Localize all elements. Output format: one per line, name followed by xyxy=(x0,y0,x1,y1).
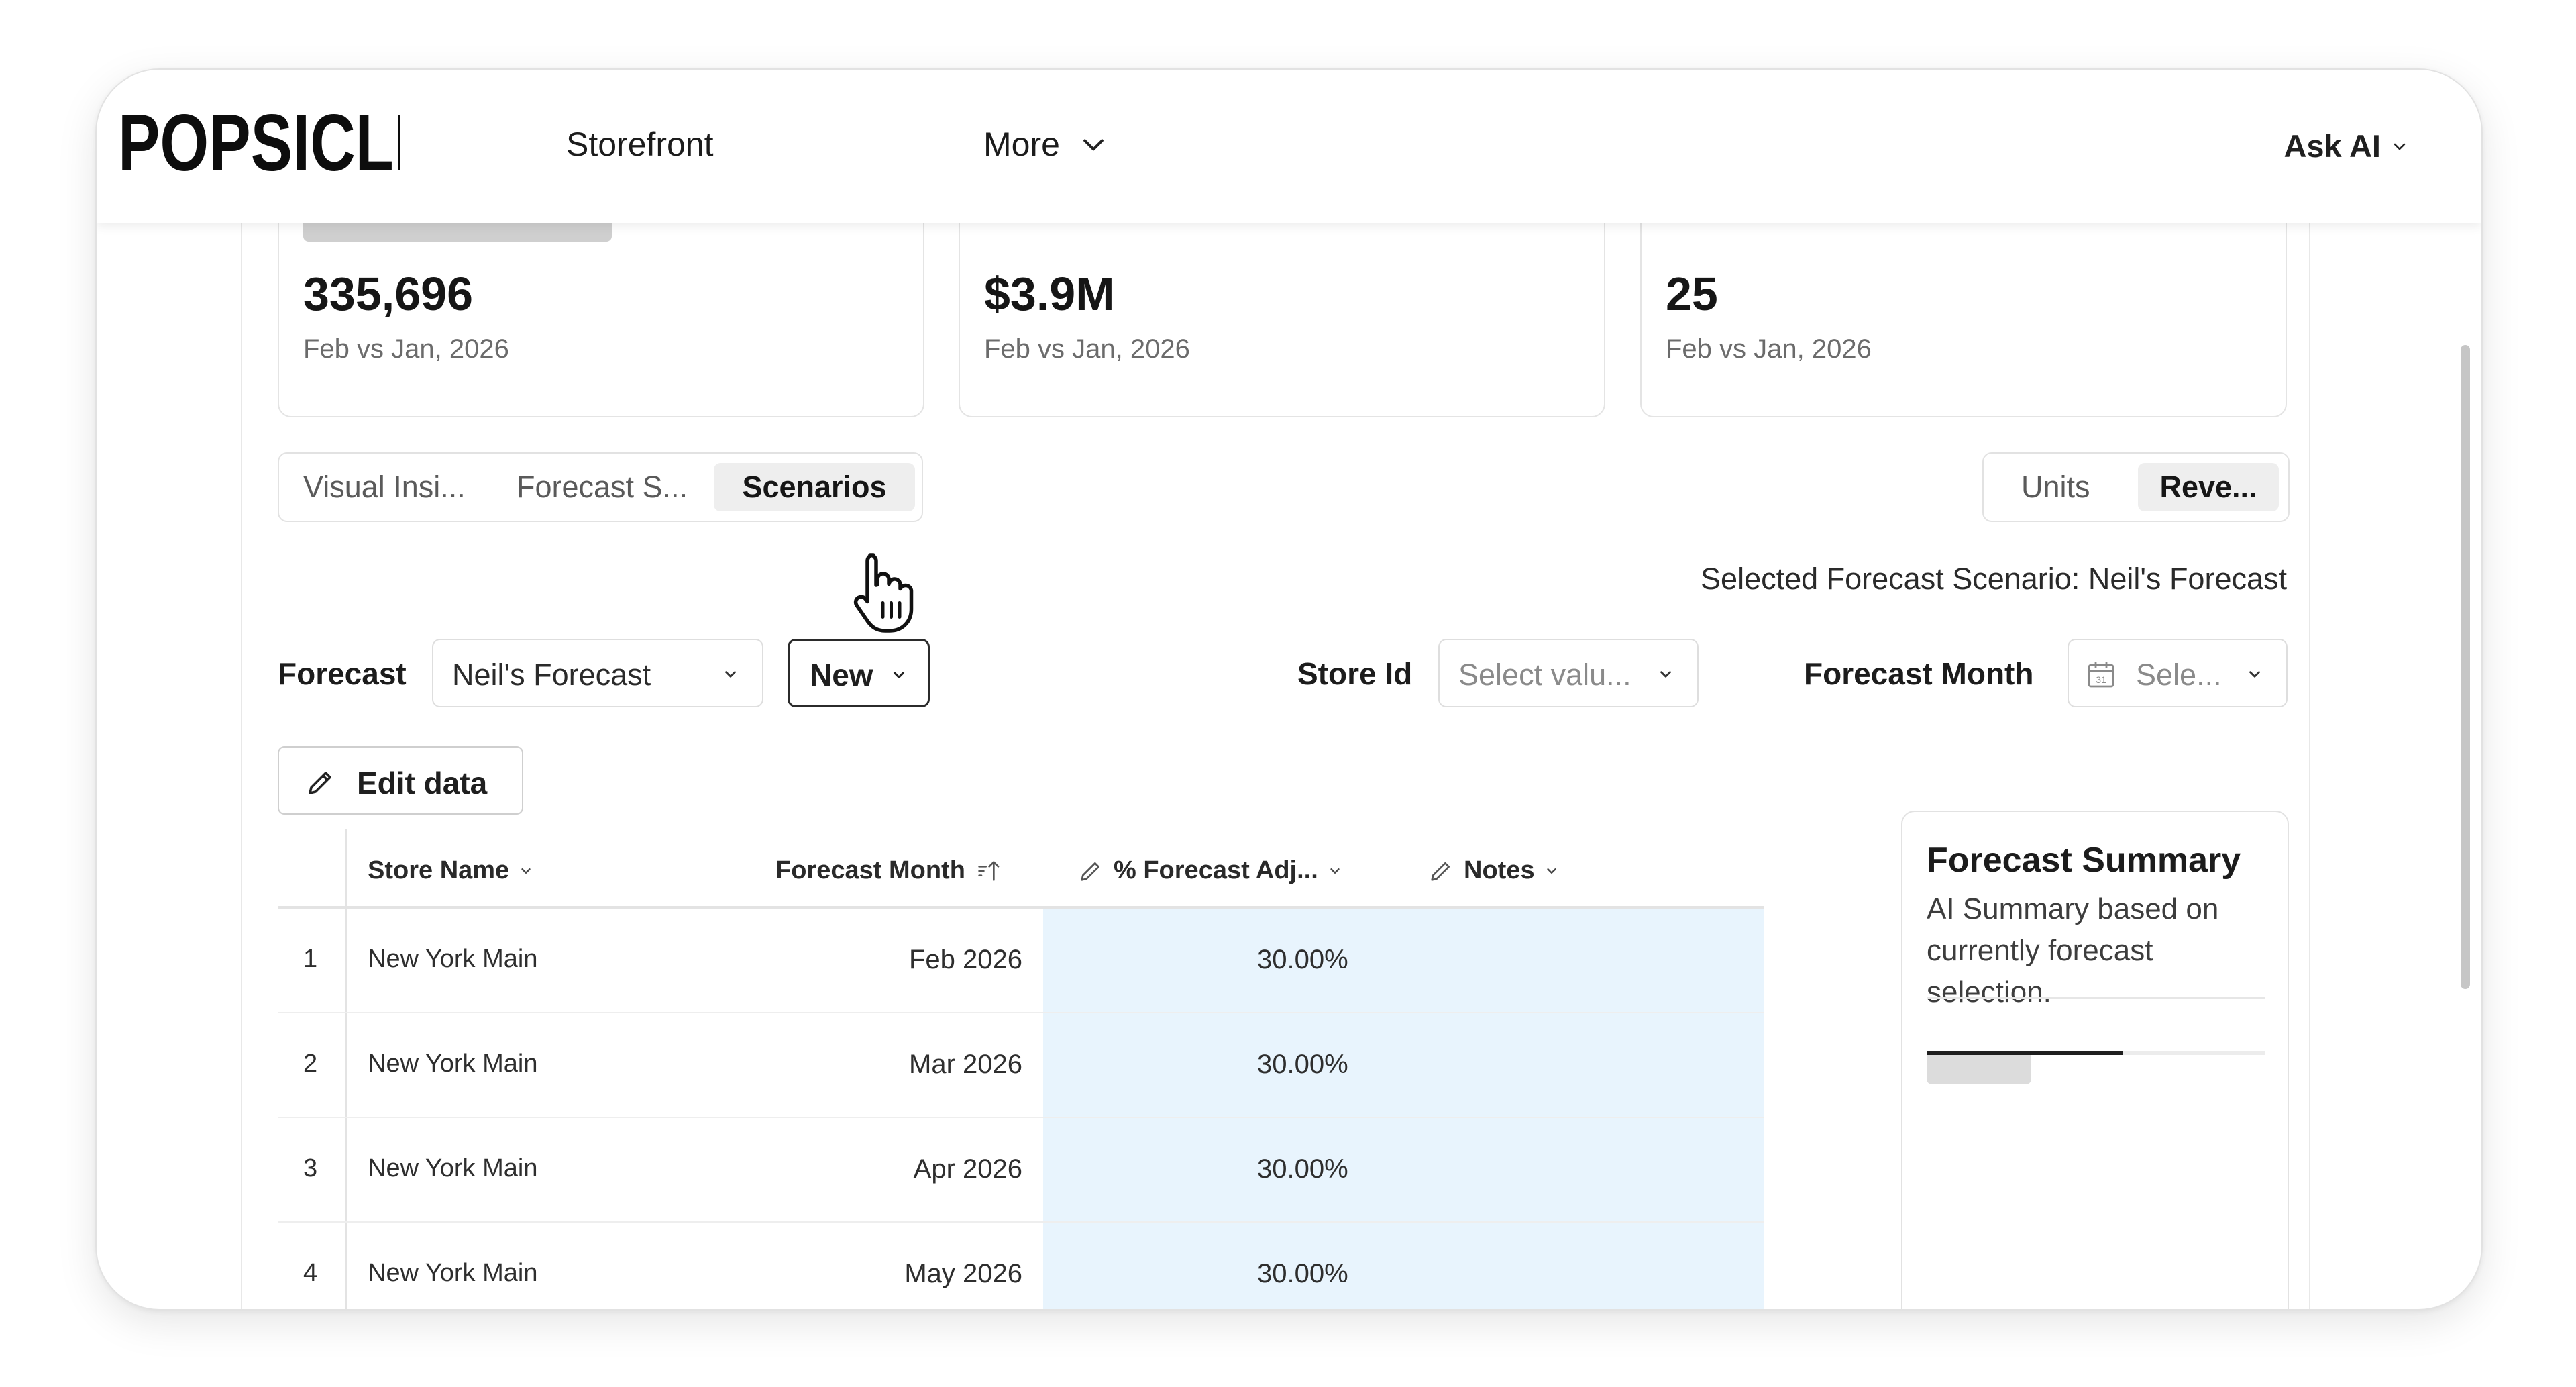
forecast-select-value: Neil's Forecast xyxy=(452,658,651,692)
chevron-down-icon xyxy=(2249,671,2260,678)
forecast-month-label: Forecast Month xyxy=(1804,656,2034,691)
new-scenario-button[interactable]: New xyxy=(788,639,930,707)
top-navigation-bar: POPSICLE Storefront More Ask AI xyxy=(97,70,2481,223)
forecast-label: Forecast xyxy=(278,656,407,691)
table-row[interactable]: 1 New York Main Feb 2026 30.00% xyxy=(278,909,1764,1013)
row-divider xyxy=(278,1012,1764,1013)
column-header-label: % Forecast Adj... xyxy=(1114,856,1318,884)
pencil-icon xyxy=(1081,862,1099,881)
sort-ascending-icon xyxy=(978,860,1000,881)
logo-text: POPSICLE xyxy=(118,98,400,184)
row-number: 3 xyxy=(303,1154,318,1182)
forecast-month-select[interactable]: 31 Sele... xyxy=(2068,639,2288,707)
forecast-month-placeholder: Sele... xyxy=(2136,658,2222,692)
table-row[interactable]: 3 New York Main Apr 2026 30.00% xyxy=(278,1118,1764,1223)
forecast-select[interactable]: Neil's Forecast xyxy=(432,639,763,707)
forecast-summary-panel: Forecast Summary AI Summary based on cur… xyxy=(1901,811,2289,1309)
tab-forecast-summary[interactable]: Forecast S... xyxy=(517,470,688,504)
row-number: 2 xyxy=(303,1049,318,1078)
new-button-label: New xyxy=(810,658,873,692)
column-header-label: Forecast Month xyxy=(775,856,965,884)
content-right-border xyxy=(2309,223,2310,1309)
toggle-revenue[interactable]: Reve... xyxy=(2138,463,2279,511)
row-divider xyxy=(278,1221,1764,1223)
forecast-adjustment-cell[interactable]: 30.00% xyxy=(1257,1049,1348,1079)
nav-storefront[interactable]: Storefront xyxy=(566,125,714,163)
chevron-down-icon xyxy=(2394,143,2406,150)
store-name-cell[interactable]: New York Main xyxy=(368,1049,538,1078)
header-divider xyxy=(278,906,1764,909)
forecast-month-cell[interactable]: Apr 2026 xyxy=(913,1154,1022,1184)
toggle-units[interactable]: Units xyxy=(2021,470,2090,504)
forecast-adjustment-cell[interactable]: 30.00% xyxy=(1257,1154,1348,1184)
column-header-label: Store Name xyxy=(368,856,510,884)
column-header-notes[interactable]: Notes xyxy=(1428,856,1559,885)
column-header-label: Notes xyxy=(1464,856,1535,884)
column-header-forecast-month[interactable]: Forecast Month xyxy=(775,856,1002,885)
tab-scenarios[interactable]: Scenarios xyxy=(714,463,915,511)
store-id-placeholder: Select valu... xyxy=(1458,658,1631,692)
hand-pointer-icon xyxy=(853,553,914,633)
forecast-adjustment-cell[interactable]: 30.00% xyxy=(1257,1259,1348,1288)
ask-ai-label: Ask AI xyxy=(2284,128,2381,164)
summary-title: Forecast Summary xyxy=(1927,841,2241,880)
kpi-period: Feb vs Jan, 2026 xyxy=(1666,334,1872,364)
calendar-icon: 31 xyxy=(2088,662,2114,688)
popsicle-logo[interactable]: POPSICLE xyxy=(118,98,400,184)
chevron-down-icon xyxy=(521,868,531,874)
pencil-icon xyxy=(309,772,331,794)
view-tabs: Visual Insi... Forecast S... Scenarios xyxy=(278,452,923,522)
forecast-month-cell[interactable]: May 2026 xyxy=(904,1259,1022,1288)
svg-text:31: 31 xyxy=(2096,674,2106,685)
table-row[interactable]: 2 New York Main Mar 2026 30.00% xyxy=(278,1013,1764,1118)
app-window: 335,696 Feb vs Jan, 2026 $3.9M Feb vs Ja… xyxy=(95,68,2483,1311)
column-header-store-name[interactable]: Store Name xyxy=(368,856,533,885)
row-divider xyxy=(278,1117,1764,1118)
kpi-value: 335,696 xyxy=(303,268,474,320)
pencil-icon xyxy=(1431,862,1450,881)
store-name-cell[interactable]: New York Main xyxy=(368,945,538,973)
metric-toggle: Units Reve... xyxy=(1982,452,2290,522)
table-row[interactable]: 4 New York Main May 2026 30.00% xyxy=(278,1223,1764,1309)
store-id-select[interactable]: Select valu... xyxy=(1438,639,1699,707)
row-number-divider xyxy=(345,829,347,1309)
chevron-down-icon xyxy=(893,672,905,678)
row-number: 4 xyxy=(303,1259,318,1287)
vertical-scrollbar[interactable] xyxy=(2461,345,2470,989)
summary-divider xyxy=(1927,997,2265,999)
forecast-adjustment-cell[interactable]: 30.00% xyxy=(1257,945,1348,974)
summary-progress-fill xyxy=(1927,1051,2123,1055)
store-name-cell[interactable]: New York Main xyxy=(368,1259,538,1287)
summary-loading-skeleton xyxy=(1927,1055,2031,1084)
nav-more-label: More xyxy=(983,125,1060,163)
chevron-down-icon xyxy=(725,671,736,678)
chevron-down-icon xyxy=(1660,671,1671,678)
edit-data-label: Edit data xyxy=(357,766,488,801)
column-header-forecast-adjustment[interactable]: % Forecast Adj... xyxy=(1077,856,1342,885)
summary-description: AI Summary based on currently forecast s… xyxy=(1927,892,2219,1009)
row-number: 1 xyxy=(303,945,318,973)
chevron-down-icon xyxy=(1546,868,1556,874)
store-id-label: Store Id xyxy=(1297,656,1413,691)
ask-ai-menu[interactable]: Ask AI xyxy=(2284,127,2408,164)
kpi-value: $3.9M xyxy=(984,268,1115,320)
tab-visual-insights[interactable]: Visual Insi... xyxy=(303,470,466,504)
chevron-down-icon xyxy=(1330,868,1340,874)
edit-data-button[interactable]: Edit data xyxy=(278,746,523,815)
kpi-value: 25 xyxy=(1666,268,1718,320)
selected-scenario-text: Selected Forecast Scenario: Neil's Forec… xyxy=(1701,562,2287,596)
editable-column-highlight xyxy=(1043,909,1764,1309)
forecast-month-cell[interactable]: Mar 2026 xyxy=(909,1049,1022,1079)
chevron-down-icon xyxy=(1083,139,1104,151)
content-left-border xyxy=(241,223,242,1309)
summary-progress-bar xyxy=(1927,1051,2265,1055)
main-content: 335,696 Feb vs Jan, 2026 $3.9M Feb vs Ja… xyxy=(97,70,2481,1309)
kpi-period: Feb vs Jan, 2026 xyxy=(984,334,1190,364)
kpi-period: Feb vs Jan, 2026 xyxy=(303,334,509,364)
forecast-month-cell[interactable]: Feb 2026 xyxy=(908,945,1022,974)
store-name-cell[interactable]: New York Main xyxy=(368,1154,538,1182)
nav-more-menu[interactable]: More xyxy=(983,127,1108,161)
forecast-table: Store Name Forecast Month % Forecast Adj… xyxy=(278,829,1764,1309)
